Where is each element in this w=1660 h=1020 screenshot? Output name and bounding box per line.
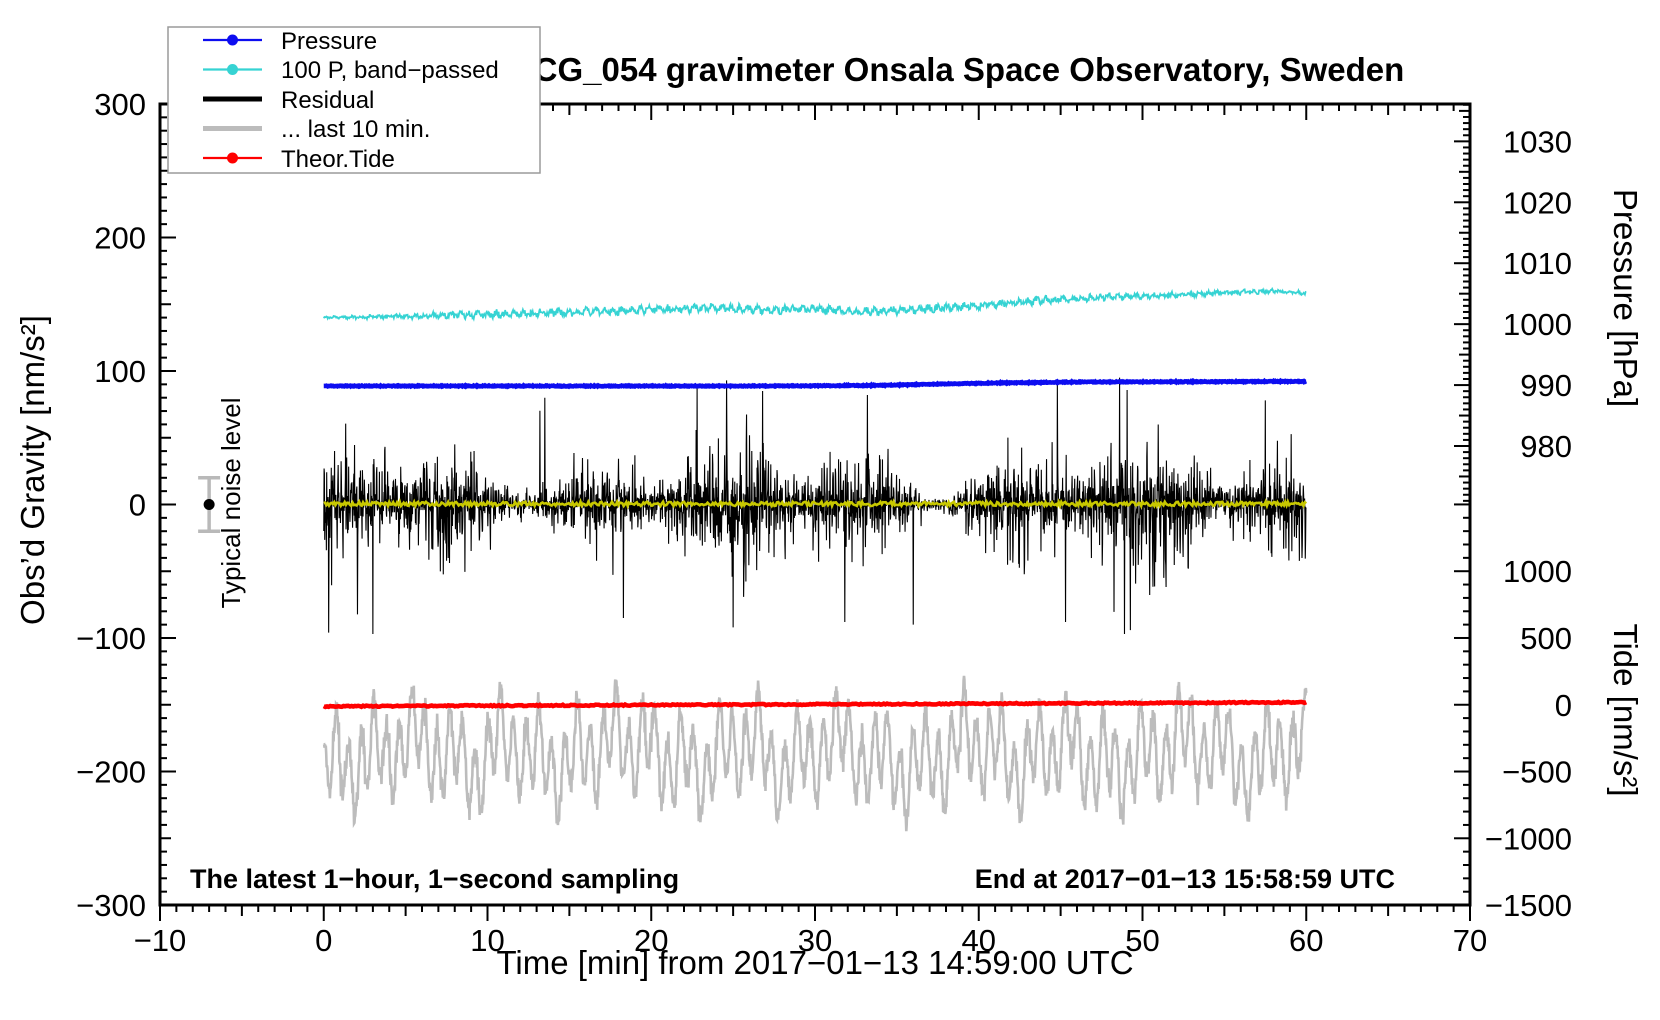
legend-label-pressure: Pressure (281, 28, 377, 55)
gravity-tick-label: 0 (129, 488, 146, 523)
series-residual (323, 377, 1307, 635)
tide-tick-label: −500 (1502, 755, 1572, 790)
gravity-tick-label: 300 (94, 87, 146, 122)
x-tick-label: 30 (798, 923, 832, 958)
legend-swatch-theortide (203, 152, 262, 164)
legend-label-last10min: ... last 10 min. (281, 116, 430, 143)
pressure-tick-label: 1000 (1503, 307, 1572, 342)
series-pressure (323, 377, 1308, 390)
series-100-p-band-passed (322, 286, 1307, 322)
legend-item-bandpassed: 100 P, band−passed (203, 57, 499, 84)
gravity-tick-label: 100 (94, 354, 146, 389)
series-residual-low-passed (323, 497, 1308, 510)
pressure-tick-label: 1010 (1503, 246, 1572, 281)
gravity-tick-label: 200 (94, 221, 146, 256)
x-tick-label: 50 (1125, 923, 1159, 958)
legend-item-last10min: ... last 10 min. (203, 116, 430, 143)
pressure-axis-title: Pressure [hPa] (1607, 189, 1644, 407)
series--last-10-min- (322, 675, 1308, 832)
legend-item-theortide: Theor.Tide (203, 146, 395, 173)
tide-tick-label: −1000 (1485, 821, 1572, 856)
left-axis-title: Obs’d Gravity [nm/s²] (14, 315, 51, 625)
legend-swatch-pressure (203, 34, 262, 46)
legend-item-pressure: Pressure (203, 28, 377, 55)
x-tick-label: −10 (134, 923, 187, 958)
tide-tick-label: 0 (1555, 688, 1572, 723)
x-tick-label: 0 (315, 923, 332, 958)
plot-frame: −10 0 10 20 30 40 50 60 70−300−200−1000100200300… (76, 87, 1572, 958)
series-layer (322, 286, 1308, 832)
pressure-tick-label: 1020 (1503, 185, 1572, 220)
x-tick-label: 10 (470, 923, 504, 958)
legend: Pressure 100 P, band−passed Residual ...… (167, 26, 541, 174)
x-tick-label: 70 (1453, 923, 1487, 958)
legend-label-residual: Residual (281, 87, 374, 114)
end-time-annotation: End at 2017−01−13 15:58:59 UTC (975, 864, 1395, 894)
chart-title: SCG_054 gravimeter Onsala Space Observat… (512, 51, 1405, 88)
x-axis-title: Time [min] from 2017−01−13 14:59:00 UTC (496, 944, 1133, 981)
pressure-tick-label: 990 (1520, 368, 1572, 403)
sampling-annotation: The latest 1−hour, 1−second sampling (190, 864, 679, 894)
tide-tick-label: −1500 (1485, 888, 1572, 923)
legend-item-residual: Residual (203, 87, 374, 114)
x-tick-label: 20 (634, 923, 668, 958)
pressure-tick-label: 980 (1520, 429, 1572, 464)
tide-axis-title: Tide [nm/s²] (1607, 624, 1644, 797)
legend-label-theortide: Theor.Tide (281, 146, 395, 173)
gravity-tick-label: −300 (76, 888, 146, 923)
noise-dot (203, 499, 215, 510)
tide-tick-label: 500 (1520, 621, 1572, 656)
noise-level-marker (198, 476, 221, 533)
gravity-tick-label: −200 (76, 755, 146, 790)
tide-tick-label: 1000 (1503, 554, 1572, 589)
x-tick-label: 60 (1289, 923, 1323, 958)
series-theor-tide (322, 699, 1308, 710)
noise-level-label: Typical noise level (216, 398, 246, 609)
legend-label-bandpassed: 100 P, band−passed (281, 57, 499, 84)
pressure-tick-label: 1030 (1503, 124, 1572, 159)
gravity-tick-label: −100 (76, 621, 146, 656)
legend-swatch-bandpassed (203, 64, 262, 75)
x-tick-label: 40 (962, 923, 996, 958)
